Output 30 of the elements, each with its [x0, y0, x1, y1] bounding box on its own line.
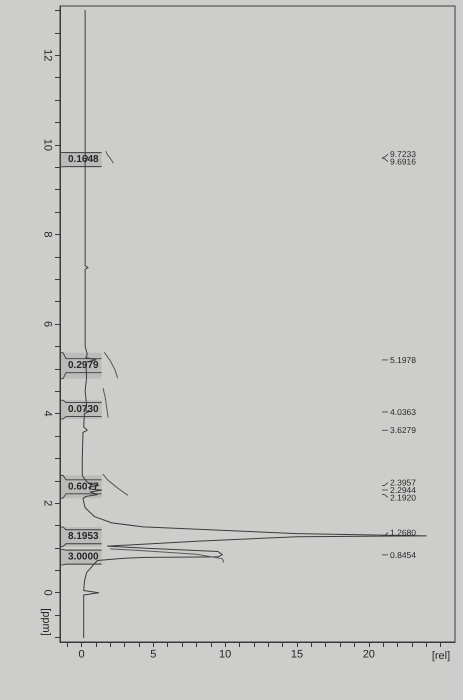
line-series [105, 151, 114, 164]
y-tick-label: 4 [42, 410, 54, 417]
band-label: 8.1953 [68, 531, 100, 542]
y2-tick-label: 2.3957 [390, 477, 416, 488]
line-series [110, 548, 224, 563]
y-tick-label: 2 [42, 500, 54, 506]
x-tick-label: 15 [290, 648, 304, 660]
x-axis-title: [rel] [432, 650, 450, 662]
y2-tick-label: 2.2944 [390, 484, 416, 495]
y2-tick-label: 9.7233 [390, 149, 416, 160]
x-tick-label: 20 [362, 648, 375, 660]
line-series [104, 352, 118, 378]
y2-tick-label: 2.1920 [390, 492, 416, 502]
y-tick-label: 0 [42, 590, 54, 596]
x-tick-label: 5 [150, 648, 156, 660]
line-series [102, 474, 128, 496]
y-tick-label: 6 [42, 320, 54, 328]
y2-tick-label: 5.1978 [390, 354, 416, 365]
y-axis-title: [ppm] [40, 608, 52, 636]
y-tick-label: 10 [42, 138, 54, 151]
y2-tick-label: 9.6916 [390, 156, 416, 167]
x-tick-label: 10 [219, 648, 232, 660]
y2-tick-label: 3.6279 [390, 425, 416, 436]
y2-tick-label: 0.8454 [390, 550, 416, 560]
y2-tick-label: 4.0363 [390, 406, 416, 417]
y-tick-label: 12 [42, 49, 54, 62]
y-tick-label: 8 [42, 231, 54, 238]
x-tick-label: 0 [78, 648, 85, 660]
y2-tick-label: 1.2680 [390, 527, 416, 538]
band-label: 3.0000 [68, 552, 100, 563]
